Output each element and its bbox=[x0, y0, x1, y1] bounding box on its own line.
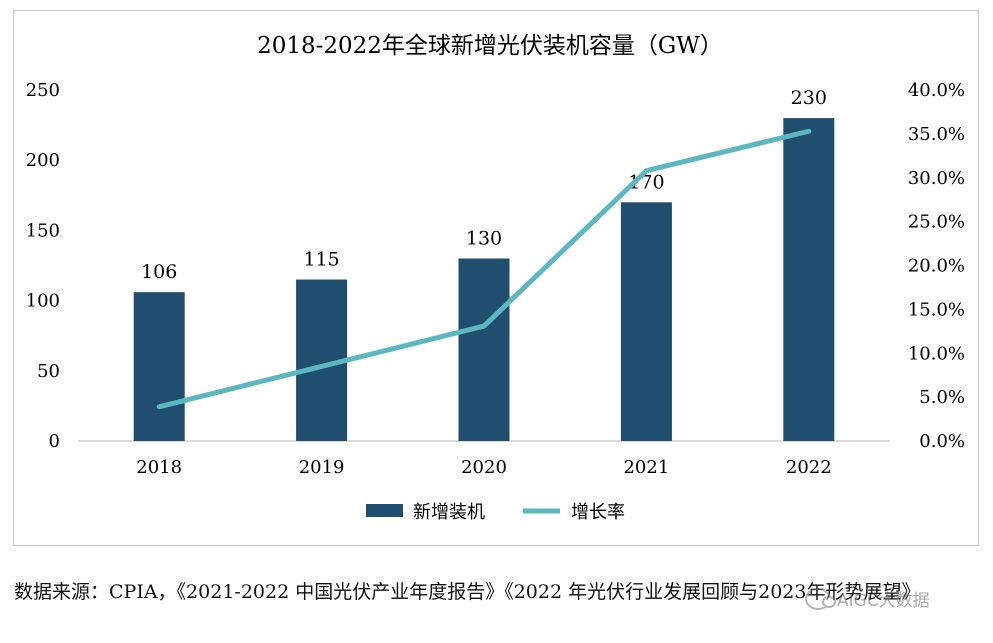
line-series bbox=[156, 128, 812, 410]
right-axis-tick-label: 0.0% bbox=[919, 431, 965, 452]
left-axis-tick-label: 200 bbox=[26, 150, 60, 171]
left-axis-tick-label: 100 bbox=[26, 291, 60, 312]
right-axis-tick-label: 10.0% bbox=[908, 343, 965, 364]
bar bbox=[133, 292, 185, 441]
bar-data-label: 106 bbox=[141, 261, 177, 283]
right-axis-tick-label: 15.0% bbox=[908, 299, 965, 320]
legend-label-bar: 新增装机 bbox=[413, 502, 485, 523]
x-axis-tick-label: 2019 bbox=[299, 457, 345, 478]
wechat-logo-icon bbox=[805, 587, 836, 610]
left-axis-tick-label: 50 bbox=[37, 361, 60, 382]
bar-data-label: 230 bbox=[791, 87, 827, 109]
left-axis: 0 50 100 150 200 250 bbox=[26, 80, 60, 452]
bar-data-label: 130 bbox=[466, 227, 502, 249]
right-axis-tick-label: 5.0% bbox=[919, 387, 965, 408]
bar-data-label: 115 bbox=[303, 249, 339, 271]
right-axis: 0.0% 5.0% 10.0% 15.0% 20.0% 25.0% 30.0% 35.0% 40… bbox=[908, 80, 965, 452]
bar bbox=[620, 202, 672, 441]
left-axis-tick-label: 150 bbox=[26, 220, 60, 241]
chart-svg: 2018-2022年全球新增光伏装机容量（GW） 0 50 100 150 200 250… bbox=[26, 33, 965, 523]
x-axis-tick-label: 2022 bbox=[786, 457, 832, 478]
right-axis-tick-label: 35.0% bbox=[908, 124, 965, 145]
x-axis: 2018 2019 2020 2021 2022 bbox=[78, 440, 890, 478]
x-axis-tick-label: 2020 bbox=[461, 457, 507, 478]
watermark: AIGC大数据 bbox=[805, 586, 930, 611]
bar-series bbox=[133, 118, 835, 441]
x-axis-tick-label: 2018 bbox=[136, 457, 182, 478]
source-note: 数据来源：CPIA，《2021-2022 中国光伏产业年度报告》《2022 年光… bbox=[14, 581, 921, 603]
watermark-text: AIGC大数据 bbox=[837, 591, 930, 611]
legend-label-line: 增长率 bbox=[571, 502, 625, 523]
left-axis-tick-label: 0 bbox=[49, 431, 60, 452]
legend-swatch-bar bbox=[366, 504, 403, 517]
x-axis-tick-label: 2021 bbox=[623, 457, 669, 478]
right-axis-tick-label: 25.0% bbox=[908, 212, 965, 233]
bar bbox=[458, 258, 510, 441]
legend: 新增装机 增长率 bbox=[366, 502, 625, 523]
bar bbox=[783, 118, 835, 441]
right-axis-tick-label: 40.0% bbox=[908, 80, 965, 101]
right-axis-tick-label: 20.0% bbox=[908, 256, 965, 277]
chart-title: 2018-2022年全球新增光伏装机容量（GW） bbox=[257, 33, 723, 59]
right-axis-tick-label: 30.0% bbox=[908, 168, 965, 189]
left-axis-tick-label: 250 bbox=[26, 80, 60, 101]
